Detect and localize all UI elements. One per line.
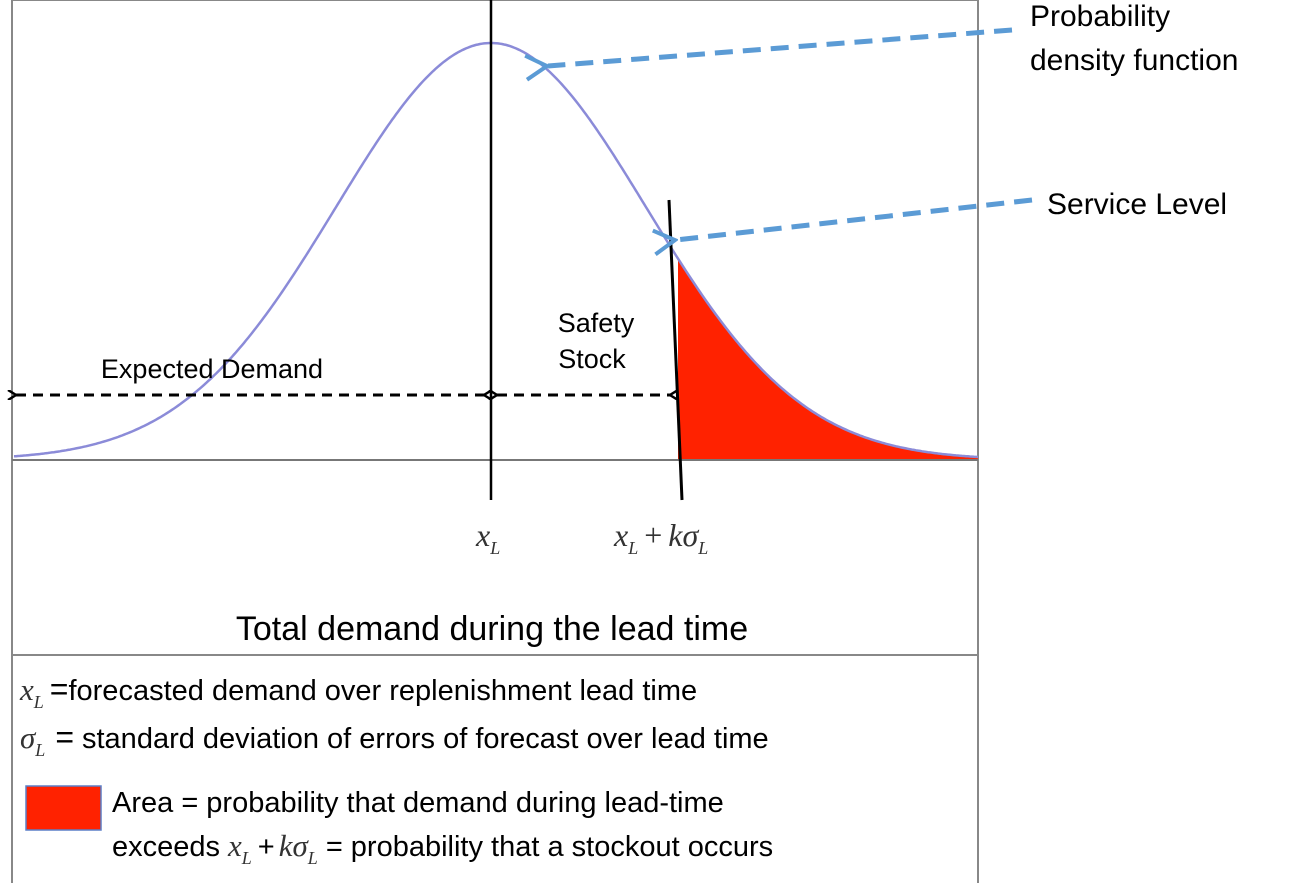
safety-stock-label: Stock [558,344,626,374]
legend-x-definition: xL =forecasted demand over replenishment … [19,671,697,712]
stockout-area [678,258,978,460]
threshold-tick-label: xL + kσL [613,517,708,558]
density-curve [13,41,979,459]
legend-swatch [25,785,102,831]
legend-area-definition: Area = probability that demand during le… [112,787,724,819]
mean-tick-label: xL [475,517,500,558]
legend-area-definition: exceeds xL + kσL = probability that a stocko… [112,828,773,868]
pdf-label: Probability [1030,0,1170,33]
legend-frame [11,654,979,883]
legend-sigma-definition: σL = standard deviation of errors of forec… [20,719,769,760]
service-level-arrow [676,197,1033,240]
expected-demand-label: Expected Demand [101,354,323,384]
service-level-label: Service Level [1047,188,1227,221]
safety-stock-label: Safety [558,308,635,338]
pdf-label: density function [1030,44,1238,77]
pdf-arrow [548,27,1013,66]
x-axis-title: Total demand during the lead time [236,610,748,648]
